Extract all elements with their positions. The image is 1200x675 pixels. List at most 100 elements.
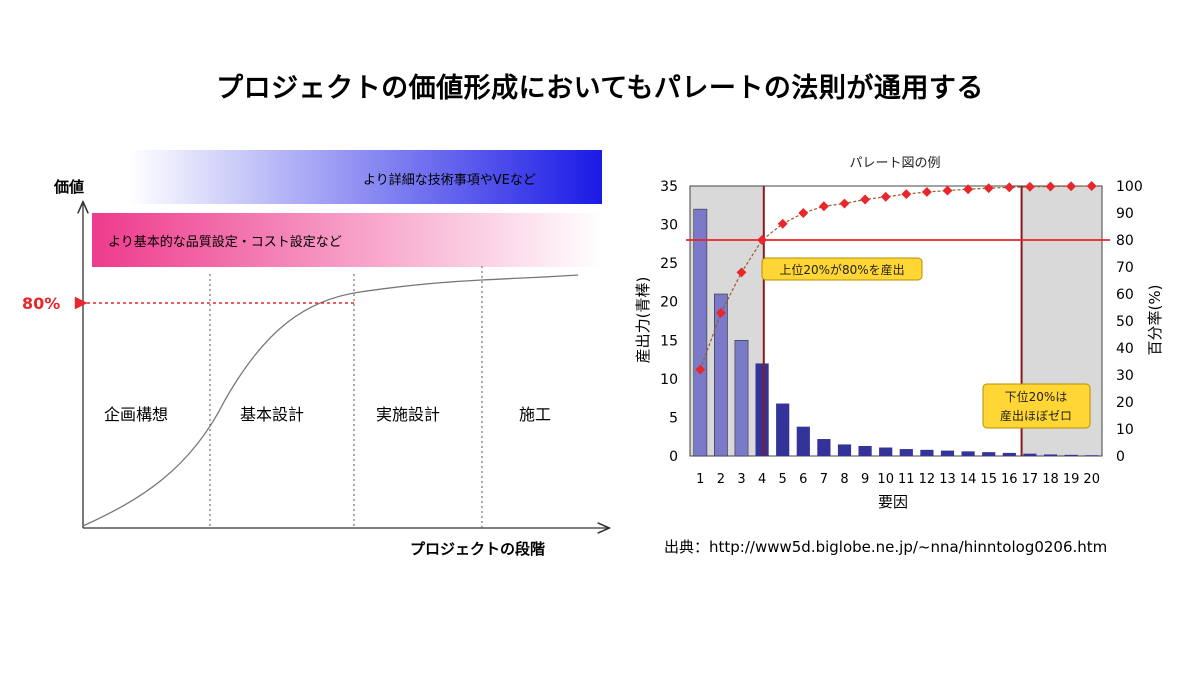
cumulative-point: [942, 185, 953, 196]
bar: [714, 293, 728, 457]
cumulative-point: [839, 198, 850, 209]
x-tick-label: 6: [799, 472, 807, 487]
cumulative-point: [777, 218, 788, 229]
pareto-chart: パレート図の例 05101520253035010203040506070809…: [634, 156, 1164, 511]
x-tick-label: 7: [820, 472, 828, 487]
phase-label: 企画構想: [104, 405, 168, 424]
x-tick-label: 11: [898, 472, 915, 487]
cumulative-point: [757, 235, 768, 245]
cumulative-point: [1066, 181, 1077, 192]
x-tick-label: 14: [960, 472, 977, 487]
band-top: [130, 150, 602, 204]
band-bottom: [92, 213, 602, 267]
y2-tick-label: 60: [1116, 287, 1134, 303]
bar: [982, 452, 996, 456]
callout-top: 上位20%が80%を産出: [761, 257, 923, 281]
bar: [879, 447, 893, 456]
x-tick-label: 16: [1001, 472, 1018, 487]
x-tick-label: 19: [1063, 472, 1080, 487]
x-tick-label: 5: [779, 472, 787, 487]
x-tick-label: 18: [1042, 472, 1059, 487]
callout-bottom: 下位20%は 産出ほぼゼロ: [982, 383, 1091, 429]
cumulative-point: [798, 208, 809, 218]
phase-label: 施工: [519, 405, 551, 424]
bar: [1002, 452, 1016, 456]
x-tick-label: 8: [840, 472, 848, 487]
x-tick-label: 20: [1083, 472, 1100, 487]
bar: [920, 449, 934, 456]
y2-tick-label: 10: [1116, 422, 1134, 438]
bar: [817, 439, 831, 456]
y-axis-label: 価値: [53, 178, 84, 196]
cumulative-point: [983, 183, 994, 194]
bar: [1043, 454, 1058, 456]
x-tick-label: 15: [980, 472, 997, 487]
cumulative-point: [963, 184, 974, 195]
value-formation-diagram: より詳細な技術事項やVEなど より基本的な品質設定・コスト設定など 価値 プロジ…: [22, 150, 620, 558]
x-axis-title: 要因: [878, 493, 908, 511]
y2-tick-label: 20: [1116, 395, 1134, 411]
y2-tick-label: 30: [1116, 368, 1134, 384]
x-tick-label: 10: [877, 472, 894, 487]
x-tick-label: 12: [919, 472, 936, 487]
bar: [940, 450, 955, 456]
y-tick-label: 0: [669, 449, 678, 465]
bar: [755, 363, 769, 456]
callout-bottom-line2: 産出ほぼゼロ: [1000, 408, 1072, 423]
cumulative-point: [1086, 181, 1097, 191]
cumulative-point: [715, 307, 726, 318]
cumulative-point: [860, 194, 871, 205]
cumulative-point: [736, 267, 747, 278]
chart-title: パレート図の例: [849, 156, 940, 171]
band-top-label: より詳細な技術事項やVEなど: [363, 172, 536, 188]
eighty-percent-label: 80%: [22, 294, 60, 313]
y-tick-label: 35: [660, 179, 678, 195]
y2-tick-label: 80: [1116, 233, 1134, 249]
y2-tick-label: 0: [1116, 449, 1125, 465]
y2-tick-label: 50: [1116, 314, 1134, 330]
y2-tick-label: 40: [1116, 341, 1134, 357]
plot-frame: [689, 185, 1103, 457]
bar: [776, 403, 790, 456]
source-citation: 出典：http://www5d.biglobe.ne.jp/~nna/hinnt…: [664, 538, 1108, 556]
bar: [1064, 454, 1078, 456]
band-bottom-label: より基本的な品質設定・コスト設定など: [108, 234, 342, 250]
cumulative-point: [818, 201, 829, 212]
phase-label: 実施設計: [376, 405, 440, 424]
value-s-curve: [82, 274, 579, 527]
bar: [1085, 455, 1099, 456]
y2-tick-label: 70: [1116, 260, 1134, 276]
x-tick-label: 3: [737, 472, 745, 487]
bar: [693, 208, 708, 457]
y2-tick-label: 100: [1116, 179, 1143, 195]
x-tick-label: 9: [861, 472, 869, 487]
x-tick-label: 13: [939, 472, 956, 487]
y2-tick-label: 90: [1116, 206, 1134, 222]
cumulative-point: [901, 189, 912, 200]
y-tick-label: 25: [660, 256, 678, 272]
cumulative-point: [1024, 181, 1035, 192]
bar: [858, 445, 872, 456]
y-tick-label: 30: [660, 218, 678, 234]
cumulative-point: [921, 186, 932, 197]
callout-bottom-line1: 下位20%は: [1005, 389, 1068, 404]
x-tick-label: 2: [717, 472, 725, 487]
y-tick-label: 5: [669, 410, 678, 426]
y-tick-label: 10: [660, 372, 678, 388]
bar: [837, 444, 852, 456]
y-axis-title: 産出力(青棒): [634, 277, 652, 364]
bar: [899, 449, 913, 456]
cumulative-point: [880, 191, 891, 202]
callout-top-label: 上位20%が80%を産出: [779, 262, 904, 277]
x-axis-label: プロジェクトの段階: [410, 540, 545, 558]
x-tick-label: 17: [1022, 472, 1039, 487]
bar: [1023, 453, 1037, 456]
bar: [961, 451, 975, 456]
cumulative-point: [1045, 181, 1056, 192]
y2-axis-title: 百分率(%): [1146, 285, 1164, 356]
x-tick-label: 4: [758, 472, 766, 487]
x-tick-label: 1: [696, 472, 704, 487]
cumulative-point: [1004, 182, 1015, 193]
cumulative-point: [695, 364, 706, 375]
phase-label: 基本設計: [240, 405, 304, 424]
